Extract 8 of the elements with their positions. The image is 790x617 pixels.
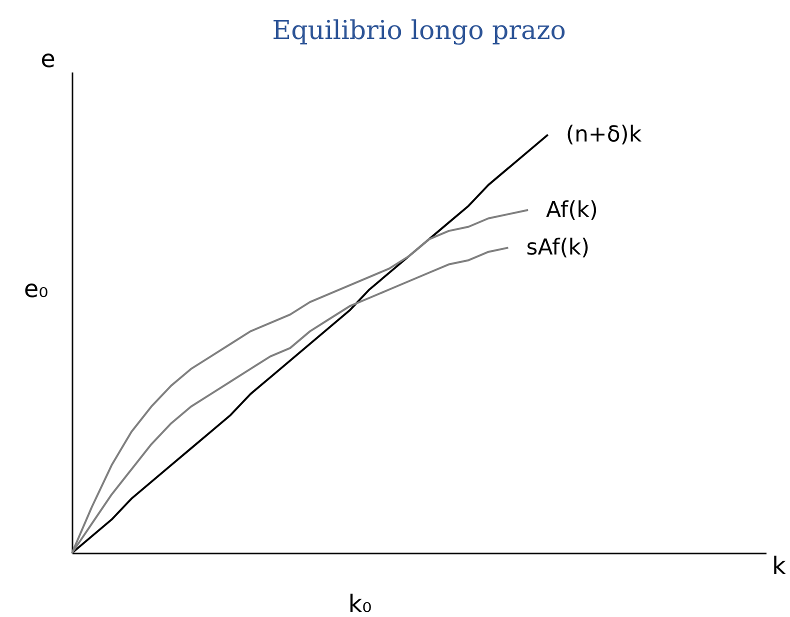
series-label: (n+δ)k bbox=[566, 122, 642, 148]
text: e₀ bbox=[24, 275, 48, 303]
series-label: sAf(k) bbox=[526, 236, 590, 261]
x-axis-title: k bbox=[772, 552, 786, 580]
text: k₀ bbox=[348, 590, 372, 617]
chart-title: Equilibrio longo prazo bbox=[272, 16, 566, 46]
series-label: Af(k) bbox=[546, 198, 598, 224]
y-axis-title: e bbox=[40, 45, 56, 73]
